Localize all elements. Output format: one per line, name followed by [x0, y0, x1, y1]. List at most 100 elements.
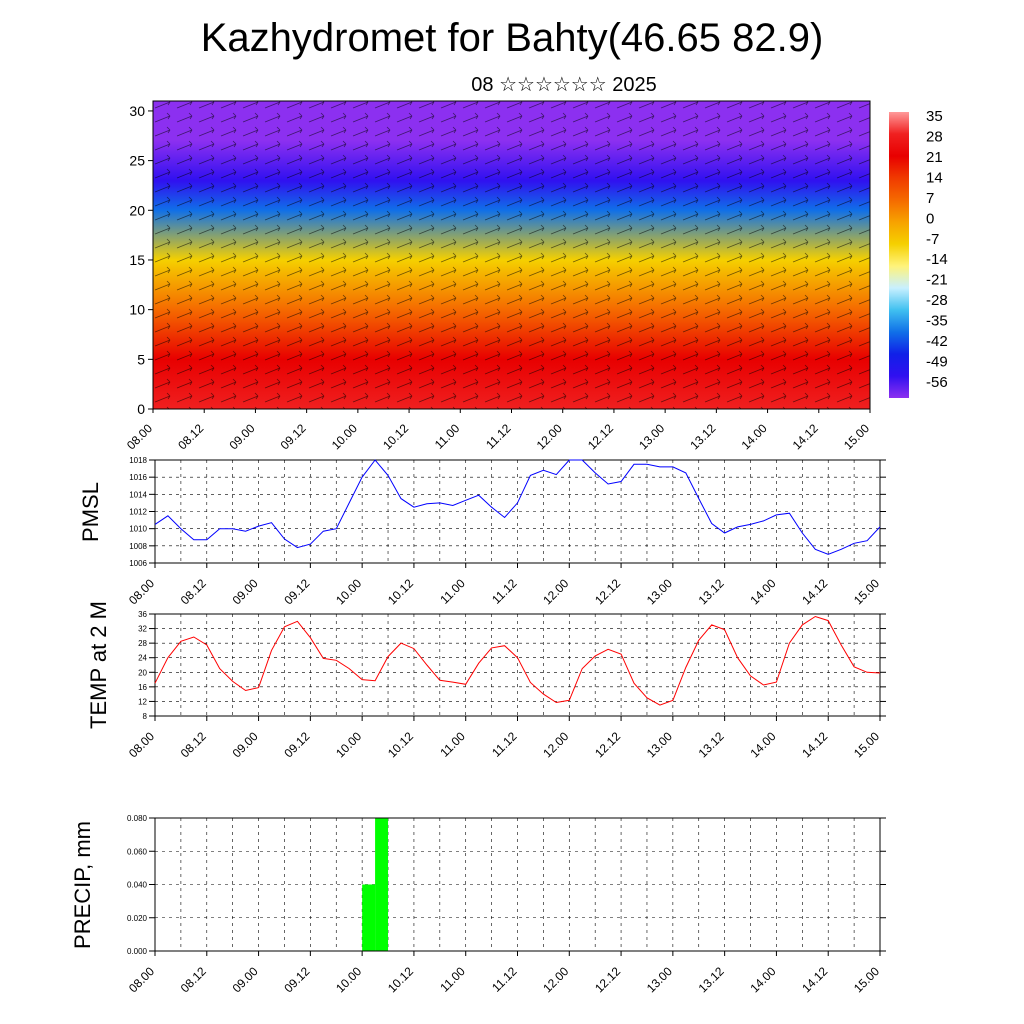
pmsl-x-tick-label: 15.00: [851, 576, 882, 607]
temp-2m-y-tick-label: 24: [138, 654, 147, 663]
pmsl-x-tick-label: 13.12: [696, 576, 727, 607]
colorbar-label: -28: [926, 292, 948, 309]
chart-subtitle: 08 ☆☆☆☆☆☆ 2025: [471, 74, 657, 96]
temp-2m-y-tick-label: 16: [138, 683, 147, 692]
temp-2m-x-tick-label: 11.00: [437, 729, 468, 760]
chart-title: Kazhydromet for Bahty(46.65 82.9): [200, 16, 824, 60]
precip-y-tick-label: 0.020: [127, 914, 148, 923]
heatmap-x-tick-label: 10.00: [329, 421, 360, 452]
precip-y-tick-label: 0.080: [127, 814, 148, 823]
precip-y-tick-label: 0.040: [127, 881, 148, 890]
pmsl-y-tick-label: 1018: [129, 456, 147, 465]
temp-2m-x-tick-label: 09.00: [230, 729, 261, 760]
precip-x-tick-label: 11.00: [437, 964, 468, 995]
precip-x-tick-label: 09.00: [230, 964, 261, 995]
heatmap-y-tick-label: 30: [129, 103, 145, 119]
temp-2m-x-tick-label: 10.00: [333, 729, 364, 760]
pmsl-y-tick-label: 1008: [129, 542, 147, 551]
precip-x-tick-label: 09.12: [281, 964, 312, 995]
pmsl-x-tick-label: 14.12: [799, 576, 830, 607]
temp-2m-x-tick-label: 09.12: [281, 729, 312, 760]
heatmap-y-tick-label: 15: [129, 252, 145, 268]
pmsl-y-tick-label: 1012: [129, 508, 147, 517]
heatmap-x-tick-label: 08.12: [175, 421, 206, 452]
temp-2m-frame: [154, 613, 881, 717]
temp-2m-x-tick-label: 14.12: [799, 729, 830, 760]
colorbar-label: -56: [926, 374, 948, 391]
heatmap-x-tick-label: 13.12: [687, 421, 718, 452]
precip-x-tick-label: 14.12: [799, 964, 830, 995]
colorbar-label: -21: [926, 272, 948, 289]
precip-bar: [375, 818, 389, 951]
pmsl-x-tick-label: 14.00: [747, 576, 778, 607]
colorbar-label: 14: [926, 169, 943, 186]
precip-frame: [154, 817, 881, 952]
heatmap-x-tick-label: 10.12: [380, 421, 411, 452]
pmsl-x-tick-label: 10.00: [333, 576, 364, 607]
colorbar-label: -49: [926, 354, 948, 371]
colorbar-label: -7: [926, 231, 939, 248]
precip-x-tick-label: 10.12: [385, 964, 416, 995]
temp-2m-x-tick-label: 11.12: [489, 729, 520, 760]
heatmap-x-tick-label: 08.00: [124, 421, 155, 452]
temp-2m-series-line: [154, 615, 881, 706]
temp-2m-x-tick-label: 10.12: [385, 729, 416, 760]
precip-x-tick-label: 10.00: [333, 964, 364, 995]
pmsl-x-tick-label: 11.12: [489, 576, 520, 607]
heatmap-y-tick-label: 5: [137, 351, 145, 367]
heatmap-x-tick-label: 15.00: [841, 421, 872, 452]
precip-x-tick-label: 11.12: [489, 964, 520, 995]
heatmap-x-tick-label: 12.00: [534, 421, 565, 452]
pmsl-y-tick-label: 1006: [129, 559, 147, 568]
pmsl-x-tick-label: 09.12: [281, 576, 312, 607]
heatmap-x-tick-label: 13.00: [636, 421, 667, 452]
temp-2m-y-tick-label: 12: [138, 697, 147, 706]
temp-2m-ylabel: TEMP at 2 M: [86, 601, 111, 729]
temp-2m-y-tick-label: 36: [138, 610, 147, 619]
precip-x-tick-label: 15.00: [851, 964, 882, 995]
colorbar-label: 7: [926, 190, 934, 207]
temp-2m-x-tick-label: 14.00: [747, 729, 778, 760]
wind-vectors: [153, 101, 870, 409]
colorbar-label: 35: [926, 108, 943, 125]
heatmap-y-tick-label: 0: [137, 401, 145, 417]
heatmap-x-tick-label: 11.12: [483, 421, 514, 452]
colorbar: [889, 112, 909, 398]
colorbar-label: -42: [926, 333, 948, 350]
precip-ylabel: PRECIP, mm: [70, 821, 95, 949]
pmsl-x-tick-label: 13.00: [644, 576, 675, 607]
precip-x-tick-label: 08.00: [126, 964, 157, 995]
pmsl-x-tick-label: 08.00: [126, 576, 157, 607]
precip-bar: [362, 884, 376, 951]
heatmap-y-tick-label: 10: [129, 302, 145, 318]
precip-x-tick-label: 14.00: [747, 964, 778, 995]
temp-2m-x-tick-label: 13.00: [644, 729, 675, 760]
colorbar-label: 28: [926, 128, 943, 145]
heatmap-x-tick-label: 09.12: [278, 421, 309, 452]
pmsl-x-tick-label: 08.12: [178, 576, 209, 607]
temp-2m-y-tick-label: 8: [143, 712, 148, 721]
precip-x-tick-label: 13.12: [696, 964, 727, 995]
pmsl-series-line: [154, 459, 881, 555]
precip-x-tick-label: 08.12: [178, 964, 209, 995]
colorbar-label: 0: [926, 210, 934, 227]
pmsl-frame: [154, 459, 881, 564]
temp-2m-x-tick-label: 12.00: [540, 729, 571, 760]
pmsl-x-tick-label: 10.12: [385, 576, 416, 607]
temp-2m-x-tick-label: 13.12: [696, 729, 727, 760]
pmsl-x-tick-label: 09.00: [230, 576, 261, 607]
heatmap-x-tick-label: 14.00: [739, 421, 770, 452]
pmsl-ylabel: PMSL: [78, 482, 103, 542]
precip-x-tick-label: 12.00: [540, 964, 571, 995]
temp-2m-y-tick-label: 32: [138, 625, 147, 634]
temp-2m-x-tick-label: 08.00: [126, 729, 157, 760]
pmsl-x-tick-label: 12.12: [592, 576, 623, 607]
precip-y-tick-label: 0.060: [127, 847, 148, 856]
colorbar-label: -14: [926, 251, 948, 268]
precip-y-tick-label: 0.000: [127, 947, 148, 956]
temp-2m-x-tick-label: 12.12: [592, 729, 623, 760]
temp-2m-x-tick-label: 15.00: [851, 729, 882, 760]
heatmap-y-tick-label: 25: [129, 153, 145, 169]
pmsl-y-tick-label: 1016: [129, 473, 147, 482]
